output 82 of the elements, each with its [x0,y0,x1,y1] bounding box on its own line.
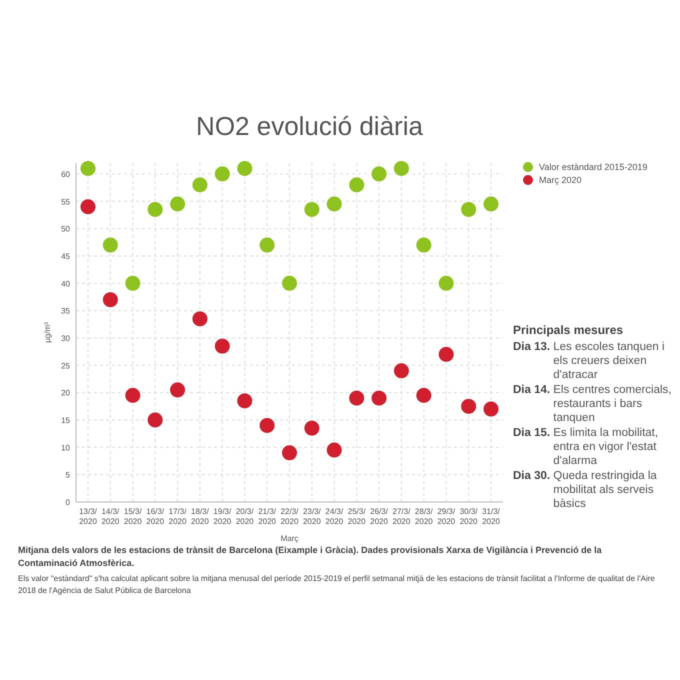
point [236,160,254,177]
text: Dia 13. Les escoles tanquen i els creuers deixen d'atracar [513,341,665,381]
x-tick-label: 23/3/ 2020 [302,507,322,526]
text: Principals mesures [513,323,624,337]
point [415,386,432,404]
x-tick-label: 26/3/ 2020 [370,507,389,526]
point [191,310,208,328]
point [102,236,119,254]
point [326,196,343,213]
x-tick-label: 25/3/ 2020 [348,507,366,526]
text: Els valor "estàndard" s'ha calculat aplicant sobre la mitjana menusal del període 2015-2019 el perfil setmanal mitjà de les estacions de trànsit facilitat a l'Informe de qualitat de l'Aire 2018 de l'Agència de Salut Pública de Barcelona [18,574,656,595]
point [169,381,186,398]
x-tick-label: 28/3/ 2020 [414,507,434,526]
y-tick-label: 50 [61,224,71,234]
x-tick-label: 17/3/ 2020 [168,507,188,526]
point [258,416,276,434]
y-tick-label: 0 [66,498,71,507]
y-tick-label: 30 [61,334,71,343]
point [438,274,455,292]
y-tick-label: 55 [61,197,71,206]
legend-label: Valor estàndard 2015-2019 [539,162,648,172]
x-tick-label: 14/3/ 2020 [101,507,120,526]
x-tick-label: 19/3/ 2020 [213,507,232,526]
x-tick-label: 22/3/ 2020 [280,507,300,526]
point [214,338,231,355]
point [303,420,320,437]
point [326,442,343,459]
y-axis-title: µg/m³ [43,322,52,343]
x-tick-label: 15/3/ 2020 [124,507,142,526]
point [124,386,142,404]
y-tick-label: 15 [61,416,71,425]
x-tick-label: 31/3/ 2020 [482,507,501,526]
point [191,176,208,194]
x-tick-label: 27/3/ 2020 [392,507,412,526]
point [392,362,410,380]
x-tick-label: 13/3/ 2020 [79,507,98,526]
x-tick-label: 30/3/ 2020 [460,507,478,526]
y-tick-label: 35 [61,306,71,316]
y-tick-label: 5 [66,470,71,480]
y-tick-label: 10 [61,443,71,452]
point [80,160,96,177]
x-tick-label: 24/3/ 2020 [325,507,344,526]
x-tick-label: 18/3/ 2020 [191,507,210,526]
text: Dia 15. Es limita la mobilitat, entra en vigor l'estat d'alarma [513,427,658,467]
point [460,398,478,415]
point [102,291,119,308]
text: Dia 30. Queda restringida la mobilitat als serveis bàsics [513,470,658,510]
chart-title: NO2 evolució diària [196,111,424,141]
point [438,346,455,363]
point [169,196,186,213]
point [146,200,164,218]
point [236,392,254,410]
point [214,165,231,182]
y-tick-label: 60 [61,170,71,179]
legend-label: Març 2020 [539,175,582,185]
point [303,200,320,218]
point [281,444,298,462]
point [281,274,298,292]
y-tick-label: 40 [61,279,71,288]
point [482,196,500,213]
point [258,236,276,254]
x-axis-title: Març [280,534,298,543]
point [370,165,388,182]
point [146,411,164,428]
point [348,390,366,407]
text: Dia 14. Els centres comercials, restaurants i bars tanquen [513,384,672,424]
point [482,400,500,418]
point [392,160,410,177]
point [460,200,478,218]
y-tick-label: 20 [61,388,71,398]
point [370,390,388,407]
x-tick-label: 21/3/ 2020 [258,507,277,526]
point [124,274,142,292]
text: Mitjana dels valors de les estacions de trànsit de Barcelona (Eixample i Gràcia). Dades provisionals Xarxa de Vigilància i Prevenció de la Contaminació Atmosfèrica. [18,545,603,568]
x-tick-label: 20/3/ 2020 [236,507,254,526]
x-tick-label: 29/3/ 2020 [437,507,456,526]
x-tick-label: 16/3/ 2020 [146,507,165,526]
point [415,236,432,254]
point [348,176,366,194]
y-tick-label: 45 [61,252,71,261]
y-tick-label: 25 [61,361,71,370]
point [80,198,96,216]
